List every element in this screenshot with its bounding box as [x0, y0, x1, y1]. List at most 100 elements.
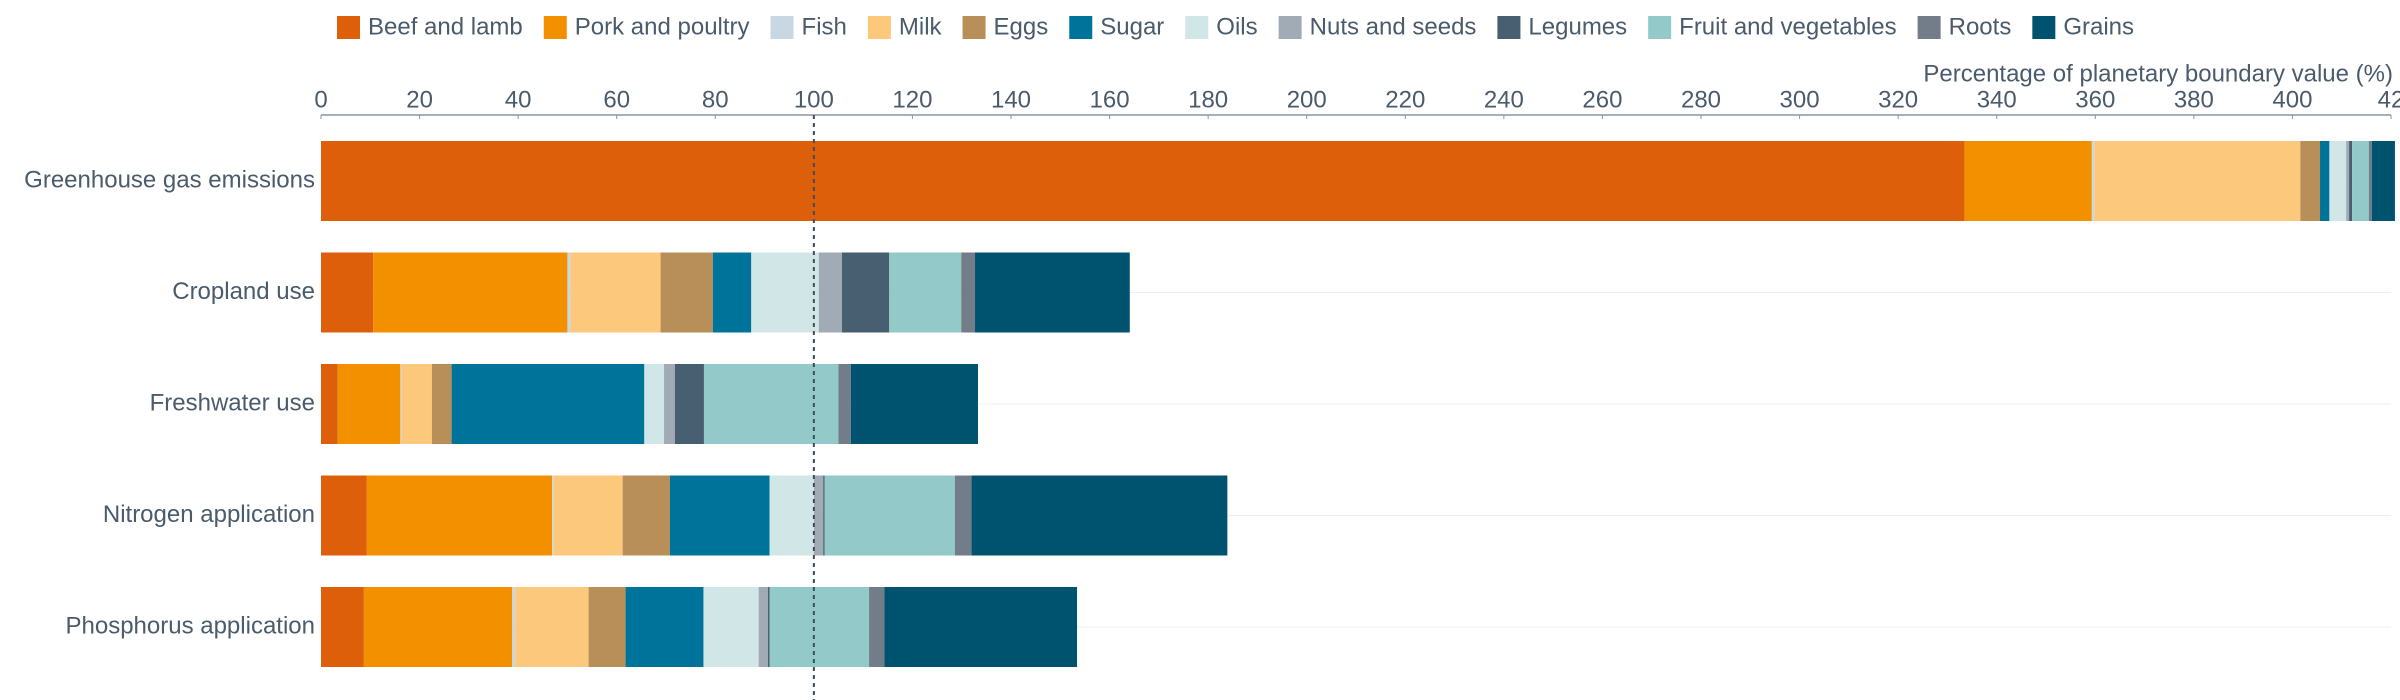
bar-segment: [321, 475, 367, 556]
bar-segment: [2371, 141, 2395, 221]
bar-segment: [588, 587, 626, 667]
legend-swatch: [1278, 16, 1302, 39]
bar-segment: [838, 364, 851, 444]
legend-label: Nuts and seeds: [1310, 13, 1477, 40]
x-tick-label: 220: [1385, 86, 1425, 113]
bar-segment: [2094, 141, 2301, 221]
bar-segment: [553, 475, 623, 556]
y-tick-label: Freshwater use: [150, 389, 315, 416]
bar-segment: [2352, 141, 2369, 221]
legend-swatch: [867, 16, 891, 39]
bar-segment: [431, 364, 452, 444]
bar-segment: [669, 475, 770, 556]
legend-label: Oils: [1216, 13, 1257, 40]
bar-segment: [869, 587, 885, 667]
x-tick-label: 260: [1582, 86, 1622, 113]
bar-segment: [515, 587, 589, 667]
x-tick-label: 20: [406, 86, 433, 113]
x-tick-label: 0: [314, 86, 327, 113]
x-tick-label: 42: [2378, 86, 2400, 113]
x-tick-label: 400: [2272, 86, 2312, 113]
legend-label: Sugar: [1100, 13, 1164, 40]
legend-swatch: [543, 16, 567, 39]
bar-segment: [712, 252, 752, 333]
legend-label: Grains: [2063, 13, 2134, 40]
y-tick-label: Phosphorus application: [65, 612, 315, 639]
bar-segment: [363, 587, 513, 667]
bar-segment: [366, 475, 553, 556]
bar-segment: [889, 252, 962, 333]
legend-swatch: [962, 16, 986, 39]
bar-segment: [373, 252, 568, 333]
bar-segment: [813, 475, 824, 556]
bar-segment: [674, 364, 704, 444]
bar-segment: [975, 252, 1130, 333]
bar-segment: [622, 475, 670, 556]
bar-segment: [769, 475, 814, 556]
bar-segment: [552, 475, 554, 556]
bar-segment: [841, 252, 890, 333]
x-axis-label: Percentage of planetary boundary value (…: [1923, 60, 2393, 87]
bar-segment: [660, 252, 713, 333]
bar-segment: [2346, 141, 2350, 221]
bar-segment: [2368, 141, 2372, 221]
x-tick-label: 140: [991, 86, 1031, 113]
x-tick-label: 80: [702, 86, 729, 113]
bar-segment: [321, 141, 1965, 221]
bar-segment: [337, 364, 401, 444]
bar-segment: [2091, 141, 2095, 221]
bar-segment: [321, 364, 338, 444]
x-tick-label: 100: [794, 86, 834, 113]
bar-segment: [2329, 141, 2347, 221]
bar-segment: [2349, 141, 2353, 221]
y-tick-label: Nitrogen application: [103, 501, 315, 528]
bar-segment: [512, 587, 516, 667]
x-tick-label: 300: [1780, 86, 1820, 113]
legend-label: Beef and lamb: [368, 13, 523, 40]
legend-swatch: [2032, 16, 2056, 39]
legend-swatch: [1185, 16, 1209, 39]
bar-segment: [570, 252, 661, 333]
bar-segment: [625, 587, 704, 667]
y-tick-label: Greenhouse gas emissions: [24, 166, 315, 193]
x-tick-label: 380: [2174, 86, 2214, 113]
x-tick-label: 240: [1484, 86, 1524, 113]
legend-swatch: [1917, 16, 1941, 39]
bar-segment: [850, 364, 978, 444]
legend-label: Fish: [802, 13, 847, 40]
legend-swatch: [337, 16, 360, 39]
legend-swatch: [1648, 16, 1672, 39]
x-tick-label: 340: [1977, 86, 2017, 113]
legend-label: Fruit and vegetables: [1679, 13, 1896, 40]
bar-segment: [321, 252, 374, 333]
x-tick-label: 40: [505, 86, 532, 113]
bar-segment: [2300, 141, 2321, 221]
bar-segment: [567, 252, 571, 333]
bar-segment: [703, 587, 759, 667]
bar-segment: [818, 252, 842, 333]
bar-segment: [758, 587, 769, 667]
bar-segment: [401, 364, 432, 444]
x-tick-label: 160: [1090, 86, 1130, 113]
bar-segment: [321, 587, 364, 667]
x-tick-label: 120: [892, 86, 932, 113]
bar-segment: [451, 364, 645, 444]
bar-segment: [2320, 141, 2330, 221]
bar-segment: [823, 475, 825, 556]
legend-label: Pork and poultry: [575, 13, 750, 40]
bar-segment: [769, 587, 870, 667]
legend-label: Milk: [899, 13, 943, 40]
x-tick-label: 320: [1878, 86, 1918, 113]
bar-segment: [954, 475, 972, 556]
bar-segment: [1964, 141, 2092, 221]
legend-swatch: [1497, 16, 1521, 39]
bar-segment: [400, 364, 402, 444]
legend-label: Legumes: [1528, 13, 1627, 40]
legend-swatch: [1069, 16, 1093, 39]
legend-label: Eggs: [994, 13, 1049, 40]
bar-segment: [751, 252, 819, 333]
bar-segment: [644, 364, 665, 444]
y-tick-label: Cropland use: [172, 278, 315, 305]
bar-segment: [824, 475, 955, 556]
